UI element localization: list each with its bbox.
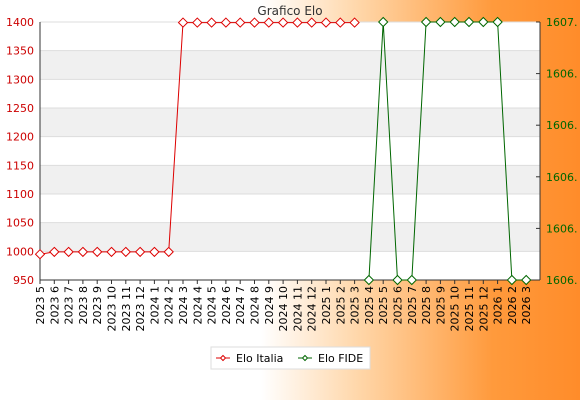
data-point-elo-fide	[377, 16, 389, 28]
data-point-elo-italia	[49, 246, 60, 258]
grid-band	[40, 165, 540, 194]
grid-band	[40, 222, 540, 252]
x-tick-label: 2024 3	[177, 286, 190, 325]
y-right-tick-label: 1606.	[546, 222, 578, 235]
x-tick-label: 2025 10	[449, 286, 462, 332]
grid-band	[40, 108, 540, 137]
x-tick-label: 2023 5	[34, 286, 47, 325]
x-tick-label: 2025 6	[392, 286, 405, 325]
x-tick-label: 2026 3	[520, 286, 533, 325]
data-point-elo-italia	[263, 17, 275, 28]
x-tick-label: 2024 7	[234, 286, 247, 325]
y-right-tick-label: 1606.	[546, 171, 578, 184]
y-right-tick-label: 1606.	[546, 119, 578, 132]
x-tick-label: 2024 1	[148, 286, 161, 325]
x-tick-label: 2023 7	[63, 286, 76, 325]
legend-label-elo-italia: Elo Italia	[236, 352, 283, 365]
legend: Elo Italia Elo FIDE	[210, 346, 371, 370]
data-point-elo-fide	[435, 16, 446, 28]
legend-box	[210, 346, 371, 370]
data-point-elo-italia	[206, 17, 217, 28]
x-tick-label: 2023 9	[91, 286, 104, 325]
y-right-tick-label: 1606.	[546, 68, 578, 81]
y-right-tick-label: 1607.	[546, 16, 578, 29]
y-left-tick-label: 1150	[6, 159, 34, 172]
data-point-elo-italia	[134, 246, 146, 258]
data-point-elo-italia	[335, 17, 346, 28]
series-line-elo-fide	[368, 21, 527, 281]
data-point-elo-fide	[492, 16, 503, 28]
x-tick-label: 2025 5	[377, 286, 390, 325]
x-tick-label: 2025 7	[406, 286, 419, 325]
grid-band	[40, 50, 540, 80]
data-point-elo-italia	[177, 17, 189, 28]
y-right-tick-label: 1606.	[546, 274, 578, 287]
legend-marker-elo-fide	[301, 354, 309, 362]
data-point-elo-fide	[449, 16, 460, 28]
x-tick-label: 2025 12	[477, 286, 490, 332]
data-point-elo-italia	[149, 246, 160, 258]
data-point-elo-fide	[406, 274, 418, 286]
data-point-elo-italia	[63, 246, 74, 258]
data-point-elo-italia	[349, 17, 360, 28]
data-point-elo-italia	[106, 246, 117, 258]
data-point-elo-italia	[320, 17, 332, 28]
legend-label-elo-fide: Elo FIDE	[318, 352, 363, 365]
x-tick-label: 2025 11	[463, 286, 476, 332]
x-tick-label: 2024 9	[263, 286, 276, 325]
data-point-elo-fide	[520, 274, 532, 286]
x-tick-label: 2025 4	[363, 286, 376, 325]
y-left-tick-label: 1350	[6, 45, 34, 58]
x-tick-label: 2023 12	[134, 286, 147, 332]
data-point-elo-italia	[91, 246, 103, 258]
y-left-tick-label: 1200	[6, 131, 34, 144]
x-tick-label: 2025 9	[434, 286, 447, 325]
y-left-tick-label: 1100	[6, 188, 34, 201]
x-tick-label: 2024 5	[206, 286, 219, 325]
x-tick-label: 2025 3	[349, 286, 362, 325]
y-left-tick-label: 950	[13, 274, 34, 287]
y-left-tick-label: 1000	[6, 245, 34, 258]
data-point-elo-italia	[292, 17, 303, 28]
x-tick-label: 2025 1	[320, 286, 333, 325]
x-tick-label: 2024 12	[306, 286, 319, 332]
x-tick-label: 2025 8	[420, 286, 433, 325]
x-tick-label: 2025 2	[334, 286, 347, 325]
data-point-elo-fide	[463, 16, 475, 28]
x-tick-label: 2024 6	[220, 286, 233, 325]
data-point-elo-fide	[392, 274, 403, 286]
data-point-elo-italia	[249, 17, 260, 28]
data-point-elo-fide	[506, 274, 518, 286]
data-point-elo-italia	[277, 17, 289, 28]
y-left-tick-label: 1300	[6, 73, 34, 86]
x-tick-label: 2024 11	[291, 286, 304, 332]
data-point-elo-fide	[420, 16, 432, 28]
data-point-elo-italia	[220, 17, 232, 28]
data-point-elo-italia	[306, 17, 317, 28]
data-point-elo-italia	[120, 246, 132, 258]
data-point-elo-italia	[34, 248, 46, 260]
x-tick-label: 2023 10	[106, 286, 119, 332]
x-tick-label: 2023 8	[77, 286, 90, 325]
x-tick-label: 2026 2	[506, 286, 519, 325]
x-tick-label: 2024 2	[163, 286, 176, 325]
x-tick-label: 2026 1	[492, 286, 505, 325]
data-point-elo-italia	[234, 17, 246, 28]
y-left-tick-label: 1250	[6, 102, 34, 115]
x-tick-label: 2023 6	[48, 286, 61, 325]
y-left-tick-label: 1400	[6, 16, 34, 29]
data-point-elo-fide	[478, 16, 489, 28]
y-left-tick-label: 1050	[6, 217, 34, 230]
x-tick-label: 2024 10	[277, 286, 290, 332]
x-tick-label: 2024 8	[249, 286, 262, 325]
legend-marker-elo-italia	[219, 354, 227, 362]
x-tick-label: 2023 11	[120, 286, 133, 332]
data-point-elo-italia	[163, 246, 174, 258]
chart-title: Grafico Elo	[257, 4, 322, 18]
data-point-elo-italia	[192, 17, 203, 28]
data-point-elo-fide	[363, 274, 375, 286]
data-point-elo-italia	[77, 246, 89, 258]
x-tick-label: 2024 4	[191, 286, 204, 325]
